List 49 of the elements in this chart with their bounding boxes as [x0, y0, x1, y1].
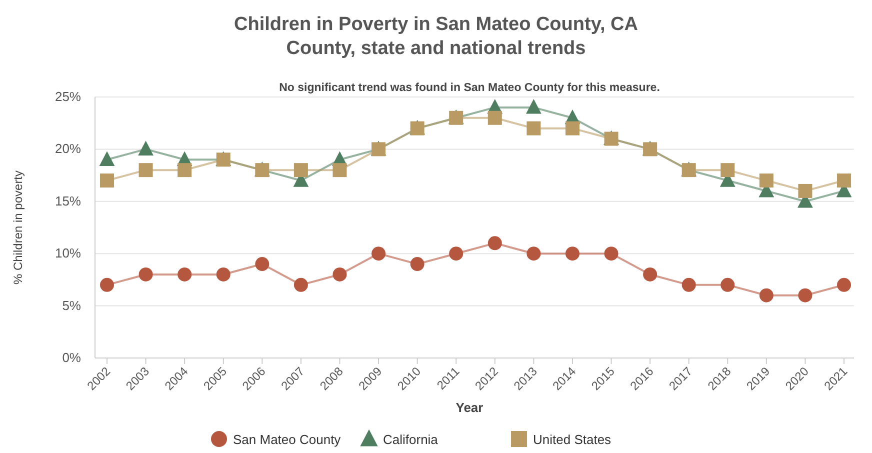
chart-title: Children in Poverty in San Mateo County, CA — [234, 14, 638, 35]
point — [798, 288, 812, 302]
point — [759, 174, 774, 188]
legend-label: United States — [533, 432, 612, 447]
y-tick-label: 5% — [62, 298, 82, 313]
point — [178, 267, 192, 282]
y-axis-title: % Children in poverty — [11, 170, 25, 285]
chart-subtitle: County, state and national trends — [286, 38, 586, 59]
point — [100, 278, 114, 292]
point — [837, 278, 851, 292]
point — [837, 174, 851, 188]
point — [100, 174, 114, 188]
y-tick-label: 15% — [54, 193, 82, 208]
point — [488, 110, 502, 125]
point — [138, 163, 153, 178]
point — [216, 267, 230, 282]
point — [255, 257, 270, 272]
point — [759, 288, 774, 302]
point — [526, 99, 542, 114]
point — [488, 236, 502, 250]
point — [332, 163, 347, 178]
point — [99, 151, 115, 166]
point — [526, 121, 541, 136]
legend-label: California — [383, 432, 439, 447]
point — [720, 278, 735, 292]
point — [604, 246, 618, 261]
point — [682, 278, 696, 292]
point — [294, 163, 308, 178]
point — [798, 184, 812, 198]
point — [526, 246, 541, 261]
y-tick-label: 20% — [54, 141, 82, 156]
y-tick-label: 0% — [62, 350, 82, 365]
y-tick-label: 25% — [54, 89, 82, 104]
point — [410, 257, 424, 272]
point — [565, 121, 580, 136]
point — [138, 140, 154, 156]
point — [138, 267, 153, 282]
point — [294, 278, 308, 292]
point — [332, 267, 347, 282]
point — [565, 246, 580, 261]
point — [372, 246, 386, 261]
legend-label: San Mateo County — [233, 432, 342, 447]
point — [178, 163, 192, 178]
y-tick-label: 10% — [54, 246, 82, 261]
x-axis-title: Year — [456, 400, 484, 415]
point — [720, 163, 735, 178]
text: No significant trend was found in San Mateo County for this measure. — [279, 82, 660, 94]
point — [643, 267, 658, 282]
point — [449, 246, 464, 261]
